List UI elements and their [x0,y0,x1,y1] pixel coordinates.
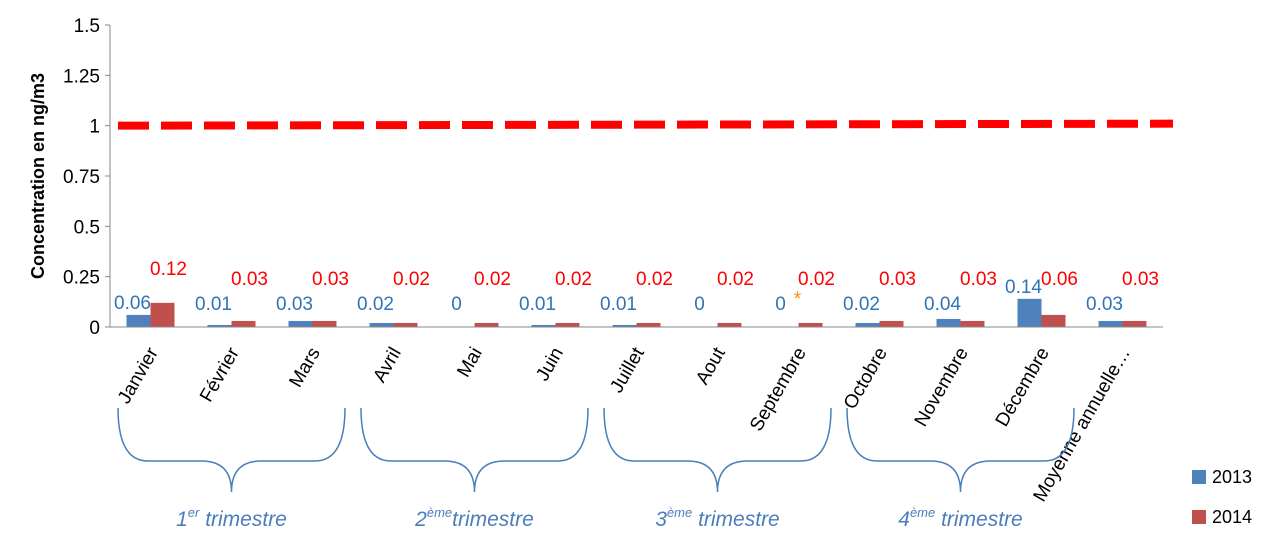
data-label-2013: 0.14 [1005,277,1042,298]
y-tick-label: 1.5 [74,16,100,37]
data-label-2013: 0.02 [357,294,394,315]
reference-line-group [117,119,1174,130]
quarter-label: 3ème trimestre [655,505,780,531]
bar-2014 [393,322,418,327]
x-tick-label: Juillet [606,343,649,396]
bar-2014 [312,320,337,327]
data-label-2014: 0.03 [879,269,916,290]
bar-2013 [855,322,880,327]
data-label-2014: 0.02 [555,269,592,290]
legend-label-2013: 2013 [1212,467,1252,487]
data-label-2013: 0.02 [843,294,880,315]
legend-swatch-2014 [1192,510,1206,524]
bar-2013 [612,324,637,327]
y-tick-label: 0.5 [74,217,100,238]
x-tick-label: Aout [692,343,730,388]
bar-2013 [936,318,961,327]
bar-2014 [150,302,175,327]
bar-2014 [1041,314,1066,327]
bar-2013 [1098,320,1123,327]
bar-2014 [231,320,256,327]
quarter-brace [117,407,346,493]
data-label-2013: 0.01 [600,294,637,315]
reference-line [117,119,1174,130]
quarter-brace [846,407,1075,493]
bar-2013 [1017,298,1042,327]
bar-2014 [798,322,823,327]
x-tick-label: Mars [286,344,325,391]
data-label-2013: 0.04 [924,294,961,315]
quarter-label: 1er trimestre [176,505,287,531]
x-tick-label: Décembre [992,344,1054,430]
y-tick-label: 0 [89,318,100,339]
bar-2014 [636,322,661,327]
legend-swatch-2013 [1192,470,1206,484]
data-label-2014: 0.06 [1041,269,1078,290]
bar-2014 [1122,320,1147,327]
quarter-groups: 1er trimestre 2èmetrimestre 3ème trimestre… [117,407,1075,531]
data-label-2013: 0.03 [276,294,313,315]
data-label-2014: 0.02 [636,269,673,290]
x-axis: Janvier Février Mars Avril Mai Juin Juillet Aou… [110,326,1163,505]
bar-2013 [126,314,151,327]
bar-2014 [960,320,985,327]
y-tick-label: 1 [89,117,100,138]
x-tick-label: Janvier [114,343,163,407]
data-label-2014: 0.03 [312,269,349,290]
data-label-2013: 0.06 [114,293,151,314]
data-label-2014: 0.02 [474,269,511,290]
data-label-2014: 0.02 [717,269,754,290]
y-tick-label: 1.25 [63,66,100,87]
data-label-2013: 0 [775,294,786,315]
x-tick-label: Septembre [746,344,811,435]
data-label-2014: 0.12 [150,259,187,280]
data-labels: 0.06 0.12 0.01 0.03 0.03 0.03 0.02 0.02 0 0.02 0.0… [114,259,1159,315]
bars [126,298,1147,327]
y-tick-label: 0.25 [63,268,100,289]
x-tick-label: Avril [369,344,405,386]
legend-label-2014: 2014 [1212,507,1252,527]
data-label-2014: 0.02 [393,269,430,290]
data-label-2013: 0 [694,294,705,315]
x-tick-label: Octobre [840,344,892,413]
y-axis-title: Concentration en ng/m3 [28,73,48,279]
quarter-label: 2èmetrimestre [414,505,534,531]
bar-2013 [369,322,394,327]
quarter-brace [603,407,832,493]
data-label-2013: 0.03 [1086,294,1123,315]
x-tick-label: Juin [532,344,568,385]
quarter-brace [360,407,589,493]
bar-2014 [717,322,742,327]
x-tick-label: Février [196,343,244,405]
bar-2013 [531,324,556,327]
x-tick-label: Novembre [911,344,973,430]
data-label-2013: 0 [451,294,462,315]
data-label-2013: 0.01 [519,294,556,315]
bar-2013 [207,324,232,327]
data-label-2014: 0.03 [960,269,997,290]
bar-2014 [879,320,904,327]
bar-2014 [555,322,580,327]
y-axis: 0 0.25 0.5 0.75 1 1.25 1.5 [63,16,111,339]
x-tick-label: Mai [453,344,486,381]
bar-2014 [474,322,499,327]
data-label-2013: 0.01 [195,294,232,315]
y-tick-label: 0.75 [63,167,100,188]
data-label-2014: 0.02 [798,269,835,290]
quarter-label: 4ème trimestre [898,505,1023,531]
annotation-asterisk: * [794,289,802,310]
legend: 2013 2014 [1192,467,1252,527]
bar-2013 [288,320,313,327]
data-label-2014: 0.03 [1122,269,1159,290]
data-label-2014: 0.03 [231,269,268,290]
